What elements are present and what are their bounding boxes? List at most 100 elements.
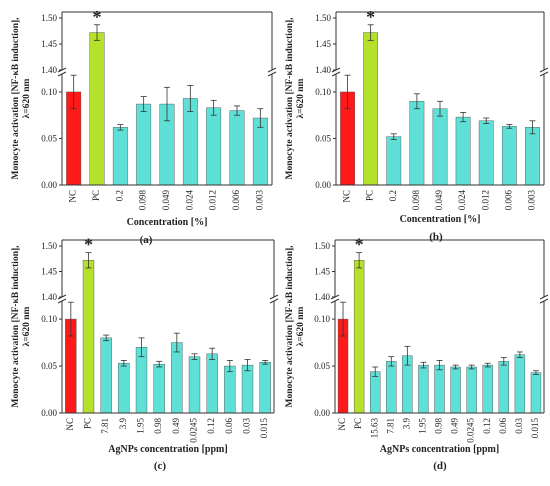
- axis-break-mark: [269, 294, 279, 300]
- bar: [370, 371, 381, 414]
- x-tick-label: 0.06: [224, 418, 234, 434]
- y-tick-label: 0.00: [41, 408, 57, 418]
- panel-label: (d): [433, 460, 447, 472]
- bar: [514, 354, 526, 414]
- bar: [206, 353, 218, 414]
- y-tick-label: 1.50: [41, 13, 57, 23]
- x-axis-label: AgNPs concentration [ppm]: [380, 444, 499, 455]
- x-tick-label: 0.06: [498, 418, 508, 434]
- y-axis-label: λ=620 nm: [296, 78, 306, 118]
- x-tick-label: 0.2: [114, 190, 124, 201]
- bar: [482, 364, 493, 414]
- bar: [455, 116, 471, 186]
- y-tick-label: 1.45: [315, 39, 331, 49]
- y-tick-label: 1.40: [314, 292, 330, 302]
- bar: [112, 127, 128, 186]
- x-tick-label: 0.2: [388, 190, 398, 201]
- y-tick-label: 1.45: [314, 267, 330, 277]
- axis-break-mark: [330, 298, 340, 304]
- significance-marker: *: [355, 235, 364, 255]
- bar: [386, 361, 397, 414]
- bar: [229, 110, 245, 186]
- y-axis-label: λ=620 nm: [22, 306, 32, 346]
- y-axis-label: Monocyte activation [NF-κB induction],: [285, 245, 295, 408]
- x-tick-label: 0.003: [527, 190, 537, 211]
- x-axis-label: AgNPs concentration [ppm]: [108, 444, 227, 455]
- x-tick-label: 0.12: [206, 418, 216, 434]
- x-tick-label: 0.049: [434, 190, 444, 211]
- y-tick-label: 0.05: [41, 133, 57, 143]
- y-tick-label: 0.10: [41, 314, 57, 324]
- bar: [434, 364, 445, 414]
- x-tick-label: NC: [65, 418, 75, 431]
- bar: [466, 366, 477, 414]
- chart-panel-4: NC PC * 15.63 7.81 3.9 1.95 0.98 0.49 0.0245 0.12 0…: [285, 235, 549, 472]
- x-tick-label: 0.98: [153, 418, 163, 434]
- x-tick-label: 0.49: [171, 418, 181, 434]
- y-axis-label: Monocyte activation [NF-κB induction],: [285, 17, 295, 180]
- x-tick-label: 0.024: [184, 190, 194, 211]
- x-tick-label: 7.81: [385, 418, 395, 434]
- y-tick-label: 1.45: [41, 267, 57, 277]
- bar: [89, 32, 105, 186]
- axis-break-mark: [331, 71, 341, 77]
- bar: [478, 120, 494, 186]
- x-tick-label: 0.098: [138, 190, 148, 211]
- axis-break-mark: [539, 67, 549, 73]
- x-axis-label: Concentration [%]: [400, 214, 481, 225]
- x-tick-label: PC: [365, 190, 375, 201]
- x-tick-label: 0.03: [514, 418, 524, 434]
- y-tick-label: 0.00: [41, 180, 57, 190]
- panel-label: (b): [429, 231, 443, 243]
- axis-break-mark: [539, 71, 549, 77]
- x-tick-label: 0.12: [482, 418, 492, 434]
- x-tick-label: NC: [337, 418, 347, 431]
- bar: [171, 342, 183, 414]
- axis-break-mark: [267, 71, 277, 77]
- y-tick-label: 1.50: [41, 241, 57, 251]
- bar: [241, 364, 254, 414]
- bar: [450, 366, 461, 414]
- bar: [418, 364, 429, 414]
- bar: [498, 361, 509, 414]
- y-tick-label: 0.05: [41, 361, 57, 371]
- x-tick-label: NC: [342, 190, 352, 203]
- y-tick-label: 1.40: [41, 65, 57, 75]
- x-tick-label: 1.95: [417, 418, 427, 434]
- x-tick-label: NC: [68, 190, 78, 203]
- y-tick-label: 0.10: [314, 314, 330, 324]
- y-tick-label: 0.05: [315, 133, 331, 143]
- y-tick-label: 0.10: [315, 87, 331, 97]
- bar: [224, 365, 236, 414]
- x-tick-label: 0.098: [411, 190, 421, 211]
- y-tick-label: 1.50: [315, 13, 331, 23]
- y-tick-label: 0.10: [41, 87, 57, 97]
- y-axis-label: λ=620 nm: [22, 78, 32, 118]
- x-tick-label: 0.012: [480, 190, 490, 210]
- chart-panel-1: NC PC * 0.2 0.098 0.049 0.024 0.012 0.006 0.003 1.…: [11, 7, 277, 246]
- x-tick-label: 1.95: [136, 418, 146, 434]
- x-tick-label: 7.81: [100, 418, 110, 434]
- bar: [259, 362, 271, 414]
- x-tick-label: 0.0245: [466, 418, 476, 443]
- bar: [100, 337, 112, 414]
- y-tick-label: 1.40: [315, 65, 331, 75]
- y-axis-label: Monocyte activation [NF-κB induction],: [11, 245, 21, 408]
- bar: [353, 260, 365, 414]
- y-tick-label: 1.45: [41, 39, 57, 49]
- x-tick-label: PC: [91, 190, 101, 201]
- bar: [501, 126, 517, 186]
- x-tick-label: 0.049: [161, 190, 171, 211]
- x-tick-label: 3.9: [118, 418, 128, 430]
- bar: [386, 136, 402, 186]
- y-axis-label: λ=620 nm: [296, 306, 306, 346]
- significance-marker: *: [84, 235, 93, 255]
- x-axis-label: Concentration [%]: [127, 217, 208, 228]
- x-tick-label: 3.9: [401, 418, 411, 430]
- x-tick-label: 0.015: [259, 418, 269, 439]
- x-tick-label: 0.012: [208, 190, 218, 210]
- bar: [206, 107, 222, 186]
- x-tick-label: 0.98: [434, 418, 444, 434]
- bar: [525, 127, 540, 186]
